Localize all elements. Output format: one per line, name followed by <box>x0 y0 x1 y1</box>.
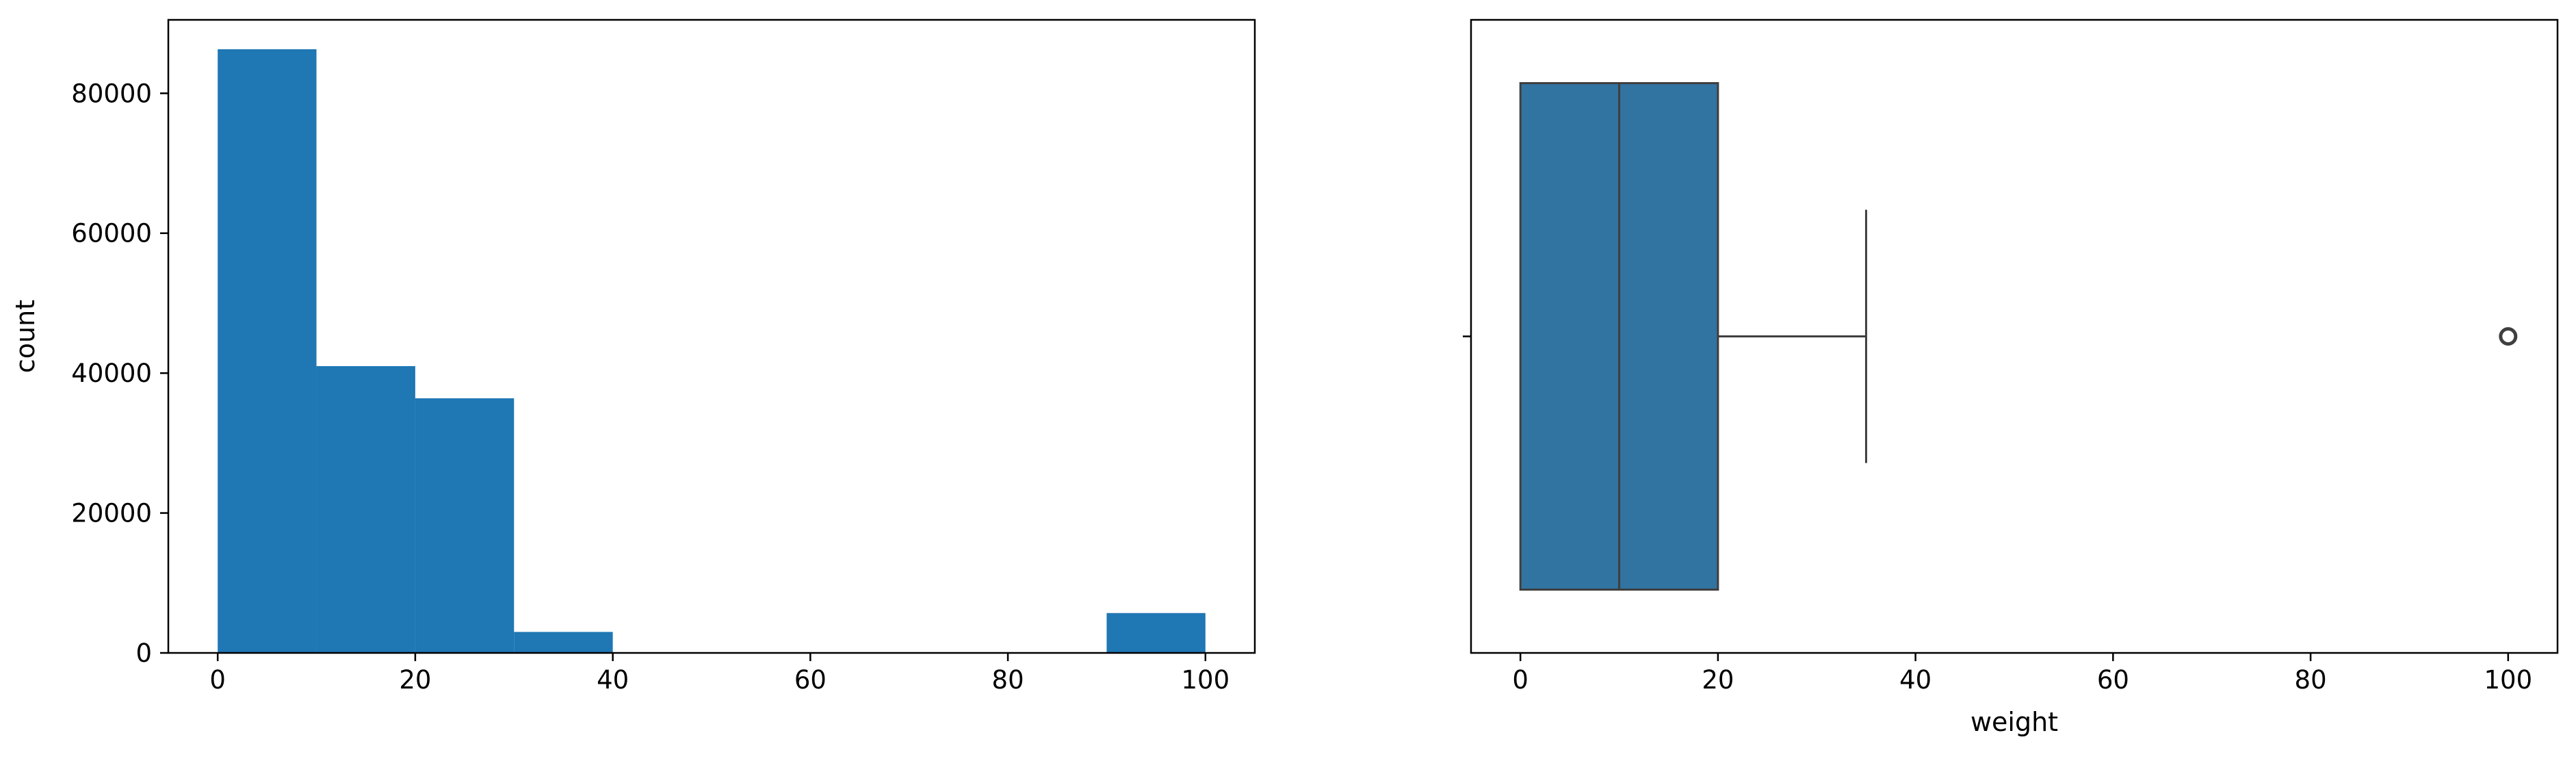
boxplot-x-tick-label: 100 <box>2484 665 2533 695</box>
boxplot-chart: 0 20 40 60 80 100 weight <box>1463 18 2559 737</box>
boxplot-x-tick-label: 80 <box>2295 665 2327 695</box>
histogram-y-tick-label: 80000 <box>71 79 152 108</box>
histogram-bar-1 <box>316 365 415 653</box>
histogram-x-tick-label: 40 <box>597 665 629 695</box>
boxplot-x-axis-label: weight <box>1970 707 2058 737</box>
boxplot-x-ticks: 0 20 40 60 80 100 <box>1512 653 2532 695</box>
histogram-y-ticks: 0 20000 40000 60000 80000 <box>71 79 168 668</box>
histogram-plot-frame <box>167 18 1256 654</box>
histogram-y-tick-label: 40000 <box>71 359 152 388</box>
histogram-x-ticks: 0 20 40 60 80 100 <box>209 653 1230 695</box>
histogram-x-tick-label: 0 <box>209 665 226 695</box>
histogram-y-tick-label: 60000 <box>71 219 152 248</box>
boxplot-x-tick-label: 0 <box>1512 665 1528 695</box>
histogram-y-tick-label: 0 <box>135 639 152 668</box>
histogram-bar-3 <box>514 632 613 653</box>
boxplot-x-tick-label: 20 <box>1702 665 1734 695</box>
histogram-bar-9 <box>1106 613 1206 653</box>
histogram-y-tick-label: 20000 <box>71 499 152 528</box>
histogram-x-tick-label: 20 <box>399 665 431 695</box>
boxplot-x-tick-label: 60 <box>2097 665 2129 695</box>
histogram-chart: 0 20 40 60 80 100 0 20000 40000 60000 80000 count <box>10 18 1256 695</box>
boxplot-marks <box>1519 82 2518 591</box>
histogram-bar-0 <box>218 49 317 654</box>
boxplot-x-tick-label: 40 <box>1899 665 1931 695</box>
histogram-bar-2 <box>415 398 515 653</box>
histogram-y-axis-label: count <box>10 300 40 373</box>
histogram-bars <box>218 49 1206 654</box>
histogram-x-tick-label: 80 <box>992 665 1024 695</box>
histogram-x-tick-label: 60 <box>794 665 827 695</box>
boxplot-outlier <box>2499 327 2518 346</box>
histogram-x-tick-label: 100 <box>1182 665 1230 695</box>
